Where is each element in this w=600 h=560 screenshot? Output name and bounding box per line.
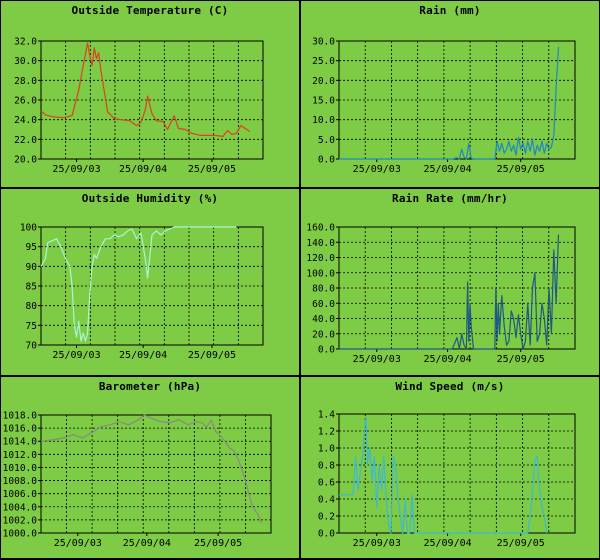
- x-tick-label: 25/09/04: [423, 354, 471, 365]
- y-tick-label: 120.0: [306, 253, 335, 264]
- rain-rate-chart: 160.0 140.0 120.0 100.0 80.0 60.0 40.0 20.0 0.0 2…: [306, 223, 576, 365]
- y-tick-label: 5.0: [318, 135, 335, 146]
- y-tick-label: 80: [26, 301, 38, 312]
- panel-rain-rate: Rain Rate (mm/hr) 160.0 140.0 120.0 100.0 80…: [300, 188, 600, 376]
- y-tick-label: 0.2: [318, 512, 335, 523]
- outside-temperature-chart: 32.0 30.0 28.0 26.0 24.0 22.0 20.0 25/09/03 25/0…: [14, 37, 264, 175]
- y-tick-label: 80.0: [312, 284, 335, 295]
- chart-title: Outside Humidity (%): [81, 192, 219, 205]
- y-tick-label: 20.0: [14, 155, 37, 166]
- rain-chart: 30.0 25.0 20.0 15.0 10.0 5.0 0.0 25/09/03 25/09/…: [312, 37, 576, 175]
- y-tick-label: 1018.0: [3, 411, 38, 422]
- y-tick-label: 100: [20, 223, 37, 234]
- y-tick-label: 1.4: [318, 410, 335, 421]
- y-tick-label: 20.0: [312, 76, 335, 87]
- y-tick-label: 30.0: [312, 37, 335, 48]
- panel-rain: Rain (mm) 30.0 25.0 20.0 15.0 10.0 5.0 0.0 25/0…: [300, 0, 600, 188]
- y-tick-label: 0.8: [318, 461, 335, 472]
- y-tick-label: 85: [26, 282, 37, 293]
- series-line: [40, 414, 263, 524]
- x-tick-label: 25/09/03: [353, 538, 401, 549]
- panel-barometer: Barometer (hPa) 1018.0 1016.0 1014.0 1012.0…: [0, 376, 300, 559]
- y-tick-label: 24.0: [14, 115, 37, 126]
- series-line: [339, 46, 560, 160]
- y-tick-label: 1.2: [318, 427, 335, 438]
- x-tick-label: 25/09/05: [497, 538, 545, 549]
- y-tick-label: 10.0: [312, 115, 335, 126]
- wind-speed-chart: 1.4 1.2 1.0 0.8 0.6 0.4 0.2 0.0 25/09/03 25/09/04…: [318, 410, 576, 549]
- y-tick-label: 90: [26, 262, 38, 273]
- y-tick-label: 70: [26, 341, 38, 352]
- x-tick-label: 25/09/03: [54, 538, 102, 549]
- series-line: [339, 417, 548, 534]
- series-line: [40, 42, 251, 137]
- x-tick-label: 25/09/05: [188, 164, 236, 175]
- y-tick-label: 1006.0: [3, 489, 38, 500]
- y-tick-label: 28.0: [14, 76, 37, 87]
- y-tick-label: 22.0: [14, 135, 37, 146]
- chart-title: Rain (mm): [419, 4, 481, 17]
- y-tick-label: 30.0: [14, 56, 37, 67]
- x-tick-label: 25/09/03: [353, 164, 401, 175]
- x-tick-label: 25/09/04: [119, 164, 167, 175]
- panel-outside-temperature: Outside Temperature (C) 32.0 30.0 28.0 26.0…: [0, 0, 300, 188]
- y-tick-label: 1012.0: [3, 450, 38, 461]
- y-tick-label: 0.4: [318, 495, 335, 506]
- y-tick-label: 0.0: [318, 155, 335, 166]
- y-tick-label: 75: [26, 321, 37, 332]
- outside-humidity-chart: 100 95 90 85 80 75 70 25/09/03 25/09/04 25/09/05: [20, 223, 264, 361]
- y-tick-label: 40.0: [312, 314, 335, 325]
- y-tick-label: 0.0: [318, 529, 335, 540]
- x-tick-label: 25/09/04: [423, 538, 471, 549]
- y-tick-label: 1008.0: [3, 476, 38, 487]
- y-tick-label: 0.0: [318, 345, 335, 356]
- x-tick-label: 25/09/05: [497, 164, 545, 175]
- y-tick-label: 26.0: [14, 96, 37, 107]
- x-tick-label: 25/09/04: [119, 350, 167, 361]
- chart-title: Wind Speed (m/s): [395, 380, 505, 393]
- y-tick-label: 32.0: [14, 37, 37, 48]
- chart-title: Outside Temperature (C): [71, 4, 229, 17]
- panel-outside-humidity: Outside Humidity (%) 100 95 90 85 80 75 70 25/0…: [0, 188, 300, 376]
- plot-area: [40, 414, 272, 534]
- y-tick-label: 95: [26, 242, 37, 253]
- y-tick-label: 1000.0: [3, 529, 38, 540]
- series-line: [40, 226, 237, 342]
- y-tick-label: 1014.0: [3, 437, 38, 448]
- plot-area: [338, 413, 576, 534]
- chart-title: Rain Rate (mm/hr): [392, 192, 508, 205]
- y-tick-label: 1.0: [318, 444, 335, 455]
- y-tick-label: 100.0: [306, 268, 335, 279]
- y-tick-label: 1010.0: [3, 463, 38, 474]
- panel-wind-speed: Wind Speed (m/s) 1.4 1.2 1.0 0.8 0.6 0.4 0.2 0.…: [300, 376, 600, 559]
- y-tick-label: 15.0: [312, 96, 335, 107]
- x-tick-label: 25/09/04: [423, 164, 471, 175]
- x-tick-label: 25/09/04: [123, 538, 171, 549]
- y-tick-label: 0.6: [318, 478, 335, 489]
- y-tick-label: 1002.0: [3, 515, 38, 526]
- y-tick-label: 140.0: [306, 238, 335, 249]
- x-tick-label: 25/09/03: [52, 164, 100, 175]
- series-line: [339, 234, 560, 350]
- x-tick-label: 25/09/03: [52, 350, 100, 361]
- x-tick-label: 25/09/05: [194, 538, 242, 549]
- y-tick-label: 1004.0: [3, 502, 38, 513]
- y-tick-label: 1016.0: [3, 424, 38, 435]
- chart-title: Barometer (hPa): [98, 380, 202, 393]
- y-tick-label: 20.0: [312, 329, 335, 340]
- x-tick-label: 25/09/05: [497, 354, 545, 365]
- y-tick-label: 60.0: [312, 299, 335, 310]
- y-tick-label: 160.0: [306, 223, 335, 234]
- y-tick-label: 25.0: [312, 56, 335, 67]
- barometer-chart: 1018.0 1016.0 1014.0 1012.0 1010.0 1008.0 1006…: [3, 411, 272, 549]
- x-tick-label: 25/09/05: [188, 350, 236, 361]
- x-tick-label: 25/09/03: [353, 354, 401, 365]
